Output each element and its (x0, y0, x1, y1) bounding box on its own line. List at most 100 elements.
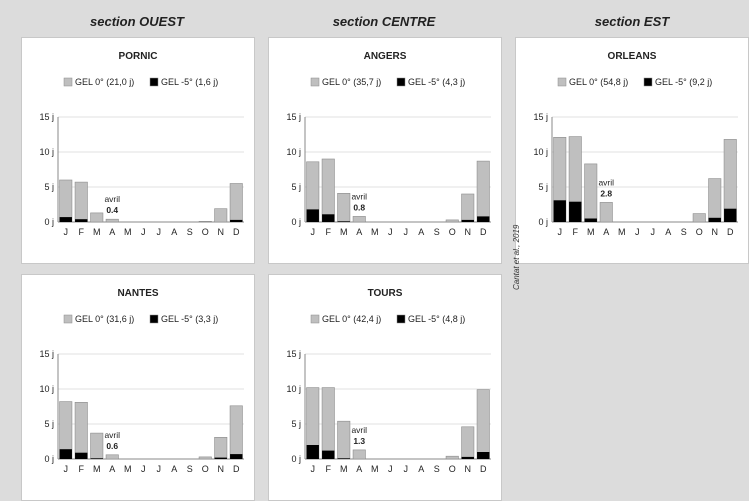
legend-swatch-gel5 (396, 314, 406, 324)
chart-panel-orleans: ORLEANS GEL 0° (54,8 j) GEL -5° (9,2 j) 0 j… (515, 37, 749, 264)
annotation-label: avril (598, 177, 614, 187)
x-tick-label: N (218, 227, 225, 237)
bar-gel0 (229, 405, 243, 460)
y-tick-label: 5 j (44, 182, 54, 192)
bar-gel0 (321, 158, 335, 223)
x-tick-label: S (187, 227, 193, 237)
bar-gel5 (59, 217, 72, 222)
bar-gel5 (461, 219, 474, 222)
x-tick-label: O (449, 227, 456, 237)
x-tick-label: O (696, 227, 703, 237)
x-tick-label: A (418, 227, 424, 237)
bar-gel5 (322, 214, 335, 222)
annotation-value: 0.8 (353, 202, 365, 212)
y-tick-label: 10 j (39, 384, 54, 394)
x-tick-label: O (202, 227, 209, 237)
bar-gel5 (584, 218, 597, 222)
chart-title: ANGERS (364, 51, 407, 62)
bar-gel0 (708, 178, 722, 223)
chart-svg: NANTES GEL 0° (31,6 j) GEL -5° (3,3 j) 0 j 5… (39, 288, 244, 474)
legend-label-gel0: GEL 0° (42,4 j) (322, 314, 381, 324)
legend-swatch-gel5 (149, 314, 159, 324)
annotation-label: avril (351, 425, 367, 435)
bar-gel5 (477, 452, 490, 459)
x-tick-label: A (109, 227, 115, 237)
y-tick-label: 0 j (44, 217, 54, 227)
legend-label-gel5: GEL -5° (4,3 j) (408, 77, 465, 87)
bar-gel0 (74, 402, 88, 460)
bar-gel0 (321, 387, 335, 460)
bar-gel5 (322, 450, 335, 459)
y-tick-label: 10 j (286, 147, 301, 157)
x-tick-label: A (171, 227, 177, 237)
annotation-label: avril (104, 430, 120, 440)
x-tick-label: F (79, 464, 85, 474)
y-tick-label: 10 j (533, 147, 548, 157)
x-tick-label: O (202, 464, 209, 474)
bar-gel0 (105, 454, 119, 460)
x-tick-label: O (449, 464, 456, 474)
bar-gel0 (584, 163, 598, 223)
y-tick-label: 5 j (291, 182, 301, 192)
bar-gel5 (337, 221, 350, 222)
x-tick-label: J (388, 464, 393, 474)
x-tick-label: M (371, 227, 379, 237)
chart-title: PORNIC (119, 51, 158, 62)
annotation-value: 2.8 (600, 188, 612, 198)
annotation-value: 0.4 (106, 205, 118, 215)
x-tick-label: J (64, 464, 69, 474)
chart-svg: ANGERS GEL 0° (35,7 j) GEL -5° (4,3 j) 0 j 5… (286, 51, 491, 237)
bar-gel5 (477, 216, 490, 222)
x-tick-label: A (171, 464, 177, 474)
x-tick-label: N (712, 227, 719, 237)
x-tick-label: D (480, 464, 487, 474)
bar-gel0 (461, 193, 475, 223)
chart-title: ORLEANS (608, 51, 657, 62)
bar-gel0 (352, 216, 366, 223)
bar-gel5 (230, 219, 243, 222)
section-title-est: section EST (594, 14, 670, 29)
chart-title: NANTES (117, 288, 158, 299)
chart-svg: ORLEANS GEL 0° (54,8 j) GEL -5° (9,2 j) 0 j… (533, 51, 738, 237)
bar-gel0 (90, 432, 104, 460)
bar-gel5 (569, 201, 582, 222)
bar-gel5 (337, 458, 350, 459)
x-tick-label: S (187, 464, 193, 474)
x-tick-label: S (681, 227, 687, 237)
x-tick-label: J (141, 227, 146, 237)
bar-gel5 (75, 219, 88, 222)
y-tick-label: 5 j (538, 182, 548, 192)
x-tick-label: J (64, 227, 69, 237)
y-tick-label: 10 j (286, 384, 301, 394)
x-tick-label: D (480, 227, 487, 237)
x-tick-label: M (124, 227, 132, 237)
x-tick-label: J (388, 227, 393, 237)
y-tick-label: 15 j (286, 349, 301, 359)
bar-gel0 (476, 389, 490, 460)
annotation-label: avril (104, 194, 120, 204)
legend-swatch-gel0 (63, 314, 73, 324)
x-tick-label: A (418, 464, 424, 474)
x-tick-label: F (326, 464, 332, 474)
y-tick-label: 0 j (538, 217, 548, 227)
bar-gel0 (74, 181, 88, 223)
y-tick-label: 10 j (39, 147, 54, 157)
legend-swatch-gel0 (557, 77, 567, 87)
bar-gel0 (337, 420, 351, 460)
y-tick-label: 5 j (291, 419, 301, 429)
bar-gel0 (214, 437, 228, 460)
bar-gel0 (90, 212, 104, 223)
x-tick-label: J (404, 464, 409, 474)
bar-gel0 (599, 202, 613, 223)
chart-svg: PORNIC GEL 0° (21,0 j) GEL -5° (1,6 j) 0 j 5… (39, 51, 244, 237)
x-tick-label: M (618, 227, 626, 237)
x-tick-label: J (311, 464, 316, 474)
bar-gel0 (198, 456, 212, 460)
x-tick-label: D (233, 227, 240, 237)
bar-gel5 (306, 209, 319, 222)
x-tick-label: J (651, 227, 656, 237)
x-tick-label: M (93, 227, 101, 237)
bar-gel0 (214, 208, 228, 223)
x-tick-label: D (233, 464, 240, 474)
annotation-label: avril (351, 191, 367, 201)
